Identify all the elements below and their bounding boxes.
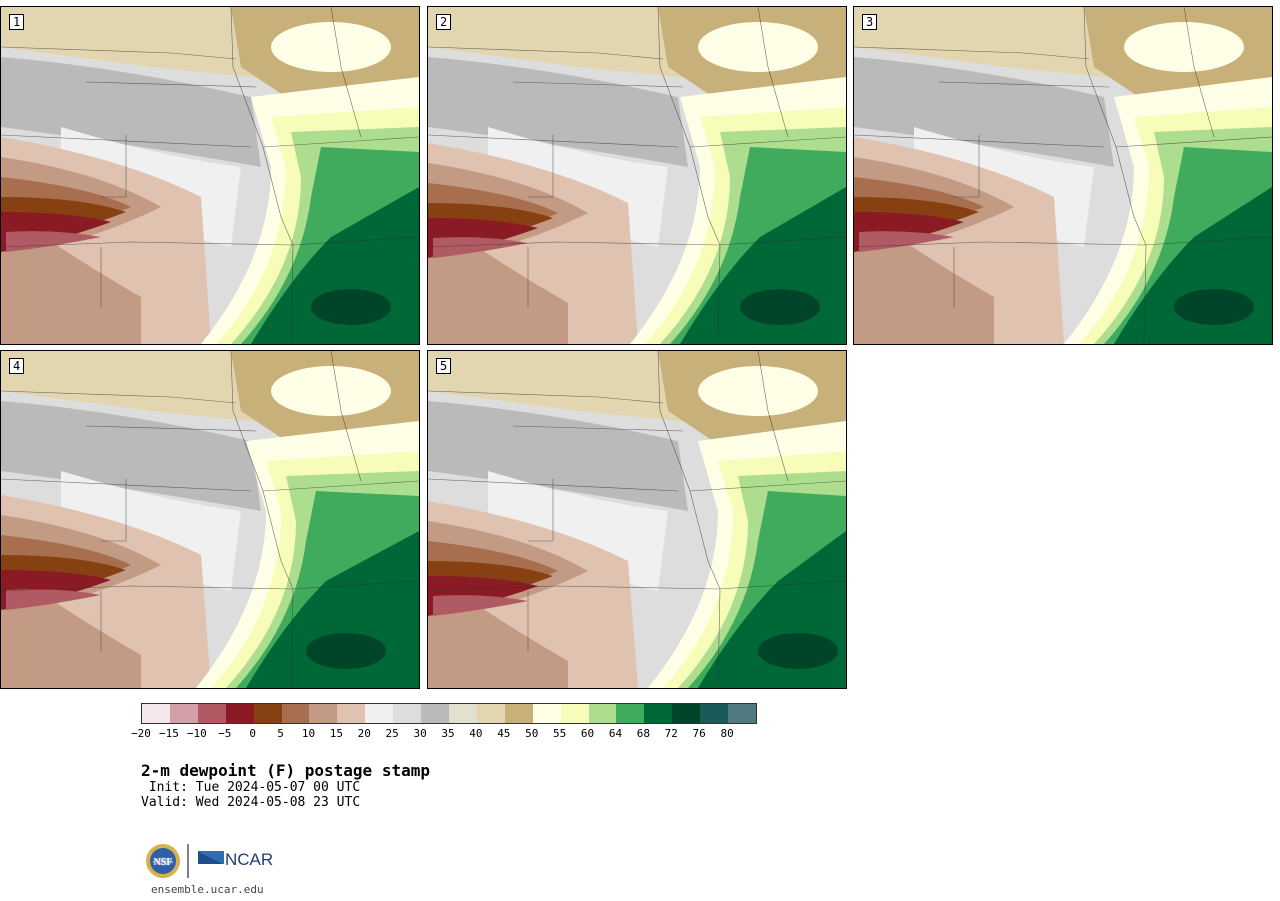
colorbar-tick-label: 64 — [608, 727, 623, 740]
map-panel-2: 2 — [427, 6, 847, 345]
colorbar-tick-label: 76 — [692, 727, 706, 740]
dewpoint-map — [1, 7, 419, 344]
colorbar-swatch — [588, 704, 617, 723]
colorbar-swatch — [393, 704, 422, 723]
ncar-logo-text: NCAR — [225, 850, 273, 869]
colorbar-tick-label: 30 — [413, 727, 427, 740]
panel-number: 5 — [436, 358, 452, 374]
colorbar-swatch — [281, 704, 310, 723]
colorbar-tick-label: 35 — [441, 727, 455, 740]
colorbar-tick-label: 68 — [636, 727, 650, 740]
nsf-logo: NSF — [146, 844, 180, 878]
ncar-logo: NCAR — [198, 850, 273, 869]
colorbar-tick-label: −5 — [218, 727, 232, 740]
map-panel-5: 5 — [427, 350, 847, 689]
colorbar-swatch — [197, 704, 226, 723]
plot-title: 2-m dewpoint (F) postage stamp — [141, 761, 430, 780]
colorbar-tick-label: 0 — [249, 727, 256, 740]
map-panel-4: 4 — [0, 350, 420, 689]
colorbar-tick-label: −15 — [158, 727, 179, 740]
map-panel-1: 1 — [0, 6, 420, 345]
panel-number: 4 — [9, 358, 25, 374]
colorbar-tick-label: 72 — [664, 727, 678, 740]
init-time: Init: Tue 2024-05-07 00 UTC — [141, 780, 361, 795]
colorbar-swatch — [169, 704, 198, 723]
colorbar-tick-label: 40 — [469, 727, 483, 740]
colorbar-tick-label: 5 — [277, 727, 284, 740]
colorbar-swatch — [365, 704, 394, 723]
dewpoint-map — [428, 7, 846, 344]
dewpoint-map — [428, 351, 846, 688]
dewpoint-map — [854, 7, 1272, 344]
colorbar-tick-label: 60 — [580, 727, 595, 740]
dewpoint-map — [1, 351, 419, 688]
colorbar-tick-label: 55 — [553, 727, 567, 740]
colorbar-swatch — [560, 704, 589, 723]
colorbar-swatch — [421, 704, 449, 723]
colorbar-tick-label: −20 — [131, 727, 151, 740]
colorbar-swatch — [337, 704, 366, 723]
dewpoint-colorbar — [141, 703, 757, 724]
colorbar-swatch — [616, 704, 645, 723]
colorbar-swatch — [504, 704, 533, 723]
map-panel-3: 3 — [853, 6, 1273, 345]
colorbar-swatch — [476, 704, 505, 723]
colorbar-tick-label: 50 — [525, 727, 539, 740]
colorbar-swatch — [532, 704, 561, 723]
colorbar-tick-label: −10 — [186, 727, 207, 740]
panel-number: 1 — [9, 14, 25, 30]
colorbar-tick-label: 80 — [720, 727, 734, 740]
colorbar-swatch — [728, 704, 756, 723]
panel-number: 3 — [862, 14, 878, 30]
valid-time: Valid: Wed 2024-05-08 23 UTC — [141, 795, 361, 810]
colorbar-tick-label: 25 — [385, 727, 399, 740]
logos: NSF NCAR — [144, 842, 284, 882]
colorbar-swatch — [142, 704, 170, 723]
colorbar-swatch — [448, 704, 477, 723]
colorbar-tick-labels: −20 −15 −10 −5 0 5 10 15 20 25 30 35 40 45 50 55 60 64 68 7… — [131, 727, 757, 743]
colorbar-tick-label: 15 — [329, 727, 343, 740]
colorbar-swatch — [672, 704, 701, 723]
colorbar-tick-label: 10 — [301, 727, 316, 740]
colorbar-swatch — [225, 704, 254, 723]
colorbar-swatch — [644, 704, 673, 723]
site-url: ensemble.ucar.edu — [151, 883, 264, 896]
nsf-logo-text: NSF — [154, 857, 173, 868]
colorbar-swatch — [700, 704, 729, 723]
colorbar-tick-label: 45 — [497, 727, 511, 740]
colorbar-tick-label: 20 — [357, 727, 371, 740]
colorbar-swatch — [309, 704, 338, 723]
panel-number: 2 — [436, 14, 452, 30]
colorbar-swatch — [253, 704, 282, 723]
